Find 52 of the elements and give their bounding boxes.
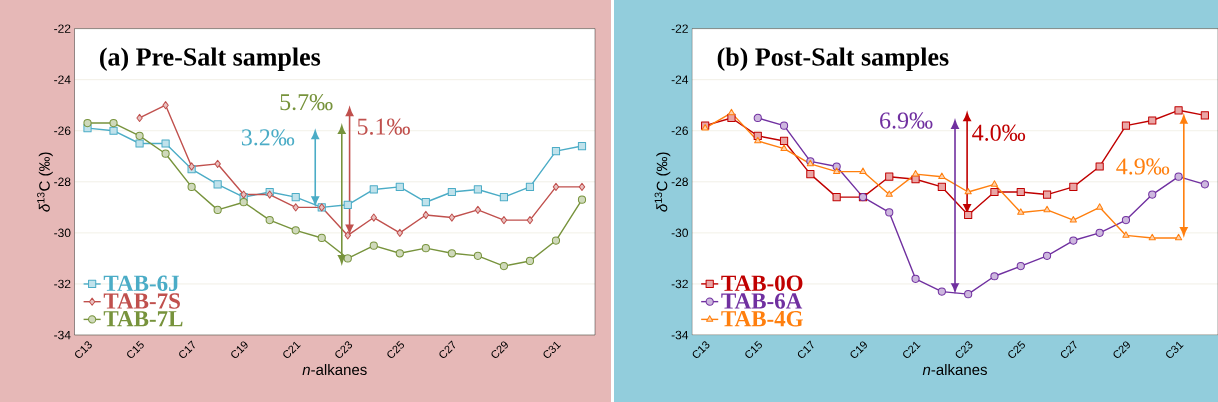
x-axis-title: n-alkanes xyxy=(922,364,987,376)
annotation: 5.1‰ xyxy=(357,118,410,135)
x-tick-label: C25 xyxy=(387,340,405,358)
y-tick-label: -32 xyxy=(671,279,688,289)
x-tick-label: C31 xyxy=(1166,341,1184,358)
x-tick-label: C23 xyxy=(955,341,973,358)
y-tick-label: -22 xyxy=(671,24,688,33)
x-tick-label: C17 xyxy=(797,340,814,358)
y-axis-title: δ$^{13}$C (‰) xyxy=(654,152,671,212)
x-tick-label: C19 xyxy=(850,341,867,358)
y-tick-label: -26 xyxy=(671,126,688,135)
y-tick-label: -30 xyxy=(54,228,71,238)
x-tick-label: C27 xyxy=(1060,340,1077,358)
annotation: 3.2‰ xyxy=(241,129,295,146)
x-tick-label: C23 xyxy=(335,341,353,358)
x-tick-label: C13 xyxy=(692,341,710,358)
x-tick-label: C21 xyxy=(903,341,921,358)
y-tick-label: -28 xyxy=(671,177,688,187)
annotation: 6.9‰ xyxy=(880,112,933,129)
annotation: 4.9‰ xyxy=(1116,158,1170,175)
legend-label: TAB-0O xyxy=(721,275,803,291)
y-tick-label: -34 xyxy=(54,330,71,340)
x-tick-label: C21 xyxy=(283,341,301,358)
legend-label: TAB-4G xyxy=(721,311,803,327)
y-tick-label: -30 xyxy=(671,228,689,238)
x-tick-label: C13 xyxy=(75,341,92,358)
annotation: 4.0‰ xyxy=(972,124,1026,141)
x-tick-label: C31 xyxy=(543,341,562,358)
x-tick-label: C19 xyxy=(231,341,248,358)
y-axis-title: δ$^{13}$C (‰) xyxy=(37,152,53,212)
y-tick-label: -34 xyxy=(671,330,689,340)
text: (a) Pre-Salt samples xyxy=(100,47,321,72)
x-tick-label: C25 xyxy=(1008,340,1025,358)
x-tick-label: C17 xyxy=(179,340,195,358)
x-tick-label: C27 xyxy=(439,340,456,358)
x-tick-label: C29 xyxy=(1113,341,1130,358)
y-tick-label: -24 xyxy=(54,75,71,84)
x-tick-label: C15 xyxy=(745,340,762,358)
y-tick-label: -22 xyxy=(54,24,71,33)
y-tick-label: -28 xyxy=(54,177,71,187)
text: (b) Post-Salt samples xyxy=(717,47,949,72)
y-tick-label: -32 xyxy=(54,279,71,289)
x-tick-label: C15 xyxy=(127,340,144,358)
y-tick-label: -26 xyxy=(54,126,71,135)
annotation: 5.7‰ xyxy=(280,93,333,111)
x-axis-title: n-alkanes xyxy=(302,364,367,376)
legend-label: TAB-7S xyxy=(103,293,180,309)
legend-label: TAB-6J xyxy=(103,275,179,292)
x-tick-label: C29 xyxy=(491,341,508,358)
y-tick-label: -24 xyxy=(671,75,689,84)
legend-label: TAB-7L xyxy=(103,311,183,327)
legend-label: TAB-6A xyxy=(721,293,803,309)
